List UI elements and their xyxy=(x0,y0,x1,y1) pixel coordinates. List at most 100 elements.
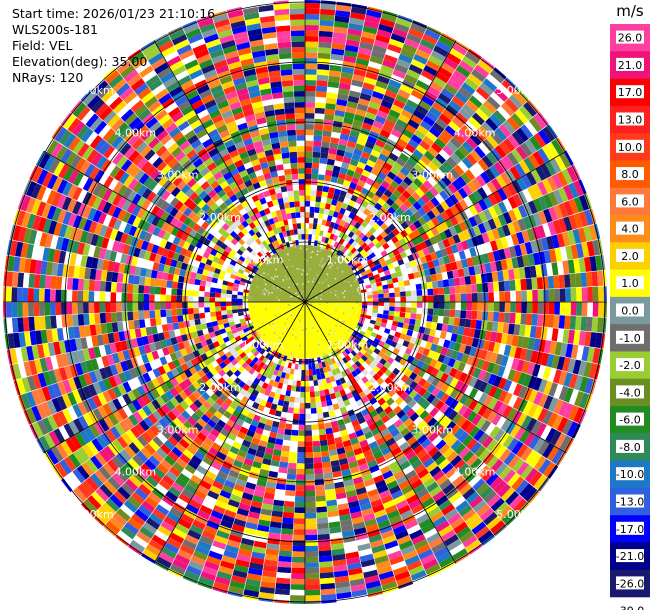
ppi-gate xyxy=(354,367,362,375)
ppi-gate xyxy=(422,135,434,147)
ppi-gate xyxy=(486,516,502,530)
ppi-gate xyxy=(565,288,571,302)
ppi-gate xyxy=(497,213,507,226)
ppi-gate xyxy=(305,490,316,497)
ppi-gate xyxy=(548,397,559,412)
ppi-gate xyxy=(343,540,357,549)
ppi-gate xyxy=(263,559,278,567)
ppi-gate xyxy=(591,317,599,333)
ppi-gate xyxy=(172,527,187,539)
ppi-gate xyxy=(435,400,445,411)
ppi-gate xyxy=(262,370,270,378)
ppi-gate xyxy=(155,197,166,208)
ppi-gate xyxy=(315,102,326,109)
ppi-gate xyxy=(482,253,490,264)
ppi-gate xyxy=(22,302,29,317)
ppi-gate xyxy=(460,172,471,185)
ppi-gate xyxy=(516,412,528,427)
ppi-gate xyxy=(490,148,503,162)
ppi-gate xyxy=(312,429,319,436)
ppi-gate xyxy=(82,205,92,219)
ppi-gate xyxy=(377,397,386,406)
ppi-gate xyxy=(62,211,72,225)
ppi-gate xyxy=(462,407,473,420)
ppi-gate xyxy=(338,365,345,373)
ppi-gate xyxy=(227,499,240,508)
ppi-gate xyxy=(533,437,545,453)
ppi-gate xyxy=(114,252,123,263)
ppi-gate xyxy=(139,419,150,432)
ppi-gate xyxy=(430,511,444,523)
ppi-gate xyxy=(198,576,215,587)
ppi-gate xyxy=(248,367,256,375)
ppi-gate xyxy=(276,433,284,440)
ppi-gate xyxy=(398,504,411,515)
ppi-gate xyxy=(215,500,228,510)
ppi-gate xyxy=(214,576,231,586)
ppi-gate xyxy=(503,469,516,484)
ppi-gate xyxy=(329,204,336,212)
ppi-gate xyxy=(448,100,462,113)
ppi-gate xyxy=(246,322,253,328)
ppi-gate xyxy=(478,392,489,405)
ppi-gate xyxy=(518,324,526,337)
ppi-gate xyxy=(514,426,526,441)
ppi-gate xyxy=(183,387,193,397)
ppi-gate xyxy=(305,408,311,414)
ppi-gate xyxy=(234,234,242,242)
ppi-gate xyxy=(33,274,41,289)
ppi-gate xyxy=(515,145,528,160)
ppi-gate xyxy=(427,295,434,302)
ppi-gate xyxy=(448,491,462,504)
ppi-gate xyxy=(559,288,566,302)
ppi-gate xyxy=(305,501,316,508)
ppi-gate xyxy=(448,341,456,350)
ppi-gate xyxy=(123,370,133,382)
ppi-gate xyxy=(422,213,431,223)
ppi-gate xyxy=(411,331,419,339)
ppi-gate xyxy=(318,41,332,49)
ppi-gate xyxy=(145,164,157,177)
ppi-gate xyxy=(97,380,108,393)
ppi-gate xyxy=(267,436,276,444)
ppi-gate xyxy=(346,204,354,212)
ppi-gate xyxy=(381,446,392,456)
ppi-gate xyxy=(149,252,157,262)
ppi-gate xyxy=(212,256,220,264)
ppi-gate xyxy=(176,457,188,469)
ppi-gate xyxy=(51,328,59,342)
ppi-gate xyxy=(128,225,138,237)
ppi-gate xyxy=(463,327,470,337)
ppi-gate xyxy=(482,292,489,302)
ppi-gate xyxy=(455,65,471,78)
ppi-gate xyxy=(310,184,317,191)
ppi-gate xyxy=(100,270,108,282)
ppi-gate xyxy=(130,426,141,439)
ppi-gate xyxy=(235,323,242,329)
ppi-gate xyxy=(422,457,435,468)
ppi-gate xyxy=(160,393,170,404)
ppi-gate xyxy=(357,217,365,225)
ppi-gate xyxy=(454,443,466,455)
ppi-gate xyxy=(500,418,512,432)
ppi-gate xyxy=(432,122,445,134)
ppi-gate xyxy=(339,513,352,522)
ppi-gate xyxy=(87,180,99,194)
ppi-gate xyxy=(263,564,278,572)
ppi-gate xyxy=(345,146,355,154)
ppi-gate xyxy=(471,302,478,311)
ppi-gate xyxy=(148,153,160,165)
ppi-gate xyxy=(331,216,338,223)
ppi-gate xyxy=(400,413,410,423)
ppi-gate xyxy=(117,530,133,544)
ppi-gate xyxy=(577,227,587,243)
ppi-gate xyxy=(101,237,110,249)
ppi-gate xyxy=(104,365,114,378)
ppi-gate xyxy=(333,241,339,248)
ppi-gate xyxy=(136,467,150,480)
ppi-gate xyxy=(161,118,175,130)
ppi-gate xyxy=(408,474,420,485)
ppi-gate xyxy=(384,89,398,99)
ppi-gate xyxy=(441,503,455,516)
ppi-gate xyxy=(558,401,569,417)
